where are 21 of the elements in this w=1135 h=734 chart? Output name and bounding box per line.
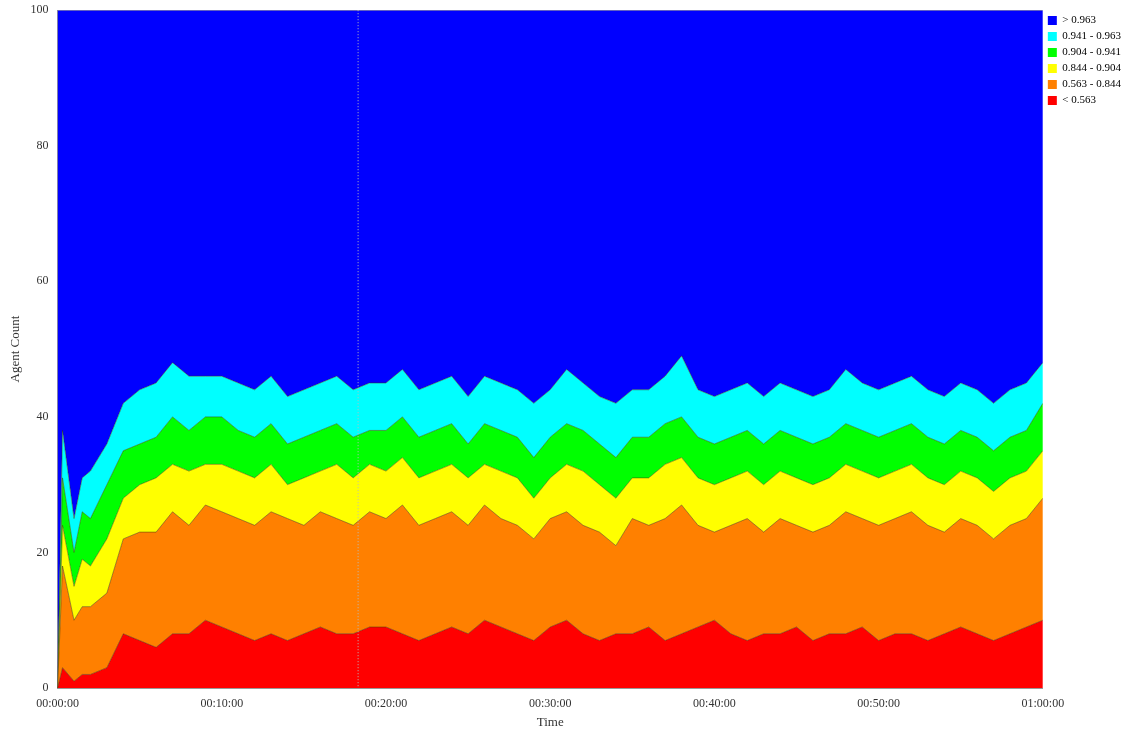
y-tick-label: 60	[36, 273, 49, 288]
legend-label: 0.563 - 0.844	[1062, 77, 1122, 90]
x-tick-label: 00:50:00	[857, 696, 900, 711]
x-tick-label: 00:30:00	[528, 696, 572, 711]
y-tick-label: 40	[36, 409, 49, 424]
legend-label: < 0.563	[1062, 93, 1097, 106]
x-tick-label: 01:00:00	[1021, 696, 1065, 711]
y-axis-title: Agent Count	[7, 315, 23, 383]
y-tick-label: 20	[36, 544, 49, 559]
x-tick-label: 00:00:00	[36, 696, 79, 711]
legend-label: 0.904 - 0.941	[1062, 45, 1122, 58]
x-tick-label: 00:20:00	[364, 696, 408, 711]
x-tick-label: 00:40:00	[693, 696, 736, 711]
legend-label: > 0.963	[1062, 13, 1097, 26]
y-tick-label: 0	[42, 680, 49, 695]
x-tick-label: 00:10:00	[200, 696, 244, 711]
x-axis-title: Time	[536, 713, 564, 729]
y-tick-label: 80	[36, 137, 49, 152]
y-tick-label: 100	[30, 2, 49, 17]
legend-label: 0.844 - 0.904	[1062, 61, 1122, 74]
legend-label: 0.941 - 0.963	[1062, 29, 1122, 42]
